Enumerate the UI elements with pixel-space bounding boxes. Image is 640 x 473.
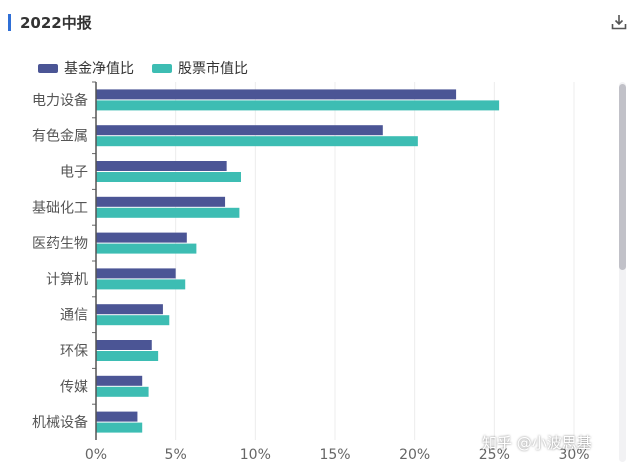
bar-market bbox=[96, 279, 186, 290]
bar-fund bbox=[96, 232, 187, 243]
bar-market bbox=[96, 207, 240, 218]
x-tick-label: 25% bbox=[479, 447, 510, 463]
bar-market bbox=[96, 172, 241, 182]
bar-fund bbox=[96, 161, 227, 171]
bar-market bbox=[96, 315, 170, 326]
bar-market bbox=[96, 243, 197, 254]
x-tick-label: 10% bbox=[240, 447, 271, 463]
bar-market bbox=[96, 386, 149, 397]
legend-label-fund: 基金净值比 bbox=[64, 61, 134, 77]
bar-fund bbox=[96, 268, 176, 279]
x-tick-label: 30% bbox=[558, 447, 589, 463]
bar-fund bbox=[96, 375, 143, 386]
bar-fund bbox=[96, 196, 226, 207]
legend-item-fund[interactable]: 基金净值比 bbox=[38, 58, 134, 78]
bar-fund bbox=[96, 89, 457, 100]
legend-swatch-market bbox=[152, 63, 172, 73]
x-tick-label: 20% bbox=[399, 447, 430, 463]
y-category-label: 电力设备 bbox=[32, 92, 88, 109]
bar-fund bbox=[96, 125, 383, 136]
bar-market bbox=[96, 351, 159, 361]
y-category-label: 基础化工 bbox=[32, 199, 88, 216]
y-category-label: 环保 bbox=[60, 344, 88, 360]
legend-label-market: 股票市值比 bbox=[178, 61, 248, 77]
bar-fund bbox=[96, 411, 138, 422]
bar-market bbox=[96, 100, 500, 111]
y-category-label: 通信 bbox=[60, 308, 88, 324]
y-category-label: 传媒 bbox=[60, 379, 88, 395]
download-icon[interactable] bbox=[610, 13, 628, 31]
bar-fund bbox=[96, 340, 152, 350]
x-tick-label: 5% bbox=[165, 447, 187, 463]
y-category-label: 有色金属 bbox=[32, 128, 88, 145]
page-title: 2022中报 bbox=[20, 14, 92, 32]
watermark: 知乎 @小波思基 bbox=[482, 434, 592, 452]
chart-header: 2022中报 bbox=[0, 0, 640, 46]
x-tick-label: 15% bbox=[319, 447, 350, 463]
chart-legend: 基金净值比 股票市值比 bbox=[38, 58, 266, 78]
y-category-label: 计算机 bbox=[46, 272, 88, 288]
legend-item-market[interactable]: 股票市值比 bbox=[152, 58, 248, 78]
bar-fund bbox=[96, 304, 163, 315]
x-tick-label: 0% bbox=[85, 447, 107, 463]
title-accent-bar bbox=[8, 14, 11, 31]
y-category-label: 机械设备 bbox=[32, 414, 88, 431]
legend-swatch-fund bbox=[38, 63, 58, 73]
y-category-label: 电子 bbox=[60, 165, 88, 181]
scrollbar-track[interactable] bbox=[619, 82, 626, 462]
bar-market bbox=[96, 136, 418, 147]
y-category-label: 医药生物 bbox=[32, 236, 88, 252]
bar-market bbox=[96, 422, 143, 433]
scrollbar-thumb[interactable] bbox=[619, 84, 626, 270]
